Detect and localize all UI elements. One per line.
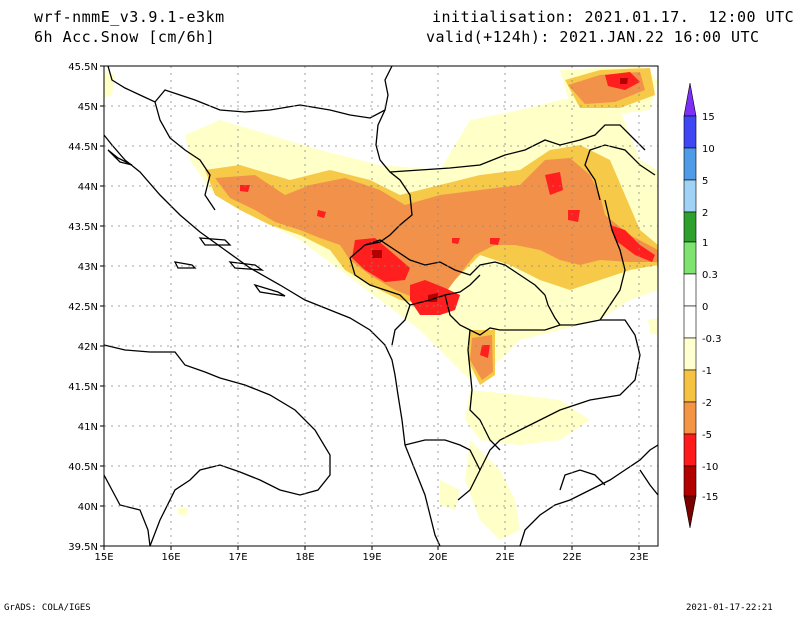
lon-labels: 15E 16E 17E 18E 19E 20E 21E 22E 23E [94, 552, 648, 563]
lon-tick-label: 18E [295, 552, 314, 563]
lon-tick-label: 23E [629, 552, 648, 563]
legend-level-label: 5 [702, 176, 708, 187]
lat-tick-label: 39.5N [68, 542, 98, 553]
lon-tick-label: 20E [428, 552, 447, 563]
legend-level-label: 0 [702, 302, 708, 313]
legend-level-label: 15 [702, 112, 715, 123]
legend-swatch [683, 305, 697, 339]
lat-tick-label: 45N [78, 102, 98, 113]
footer-credit: GrADS: COLA/IGES [4, 603, 91, 613]
legend-level-label: -0.3 [702, 334, 722, 345]
legend-swatch [683, 465, 697, 497]
legend-level-label: -1 [702, 366, 712, 377]
legend-swatch [683, 211, 697, 243]
lat-tick-label: 44N [78, 182, 98, 193]
legend-level-label: -15 [702, 492, 718, 503]
legend-level-label: -10 [702, 462, 718, 473]
legend-swatch [683, 401, 697, 435]
lat-tick-label: 41.5N [68, 382, 98, 393]
legend-swatch [683, 369, 697, 403]
legend-level-label: 2 [702, 208, 708, 219]
tick-marks [100, 65, 640, 550]
lon-tick-label: 16E [161, 552, 180, 563]
legend-level-label: -2 [702, 398, 712, 409]
lat-tick-label: 43N [78, 262, 98, 273]
lon-tick-label: 21E [495, 552, 514, 563]
legend-level-label: 1 [702, 238, 708, 249]
snow-light [104, 66, 658, 540]
snow-extreme [372, 78, 628, 302]
legend-level-label: 0.3 [702, 270, 718, 281]
legend-swatch [683, 179, 697, 213]
lat-tick-label: 44.5N [68, 142, 98, 153]
legend-swatch [683, 115, 697, 149]
init-time: initialisation: 2021.01.17. 12:00 UTC [432, 8, 795, 26]
lon-tick-label: 17E [228, 552, 247, 563]
legend-swatch [683, 241, 697, 275]
lat-tick-label: 45.5N [68, 62, 98, 73]
legend-swatch [683, 273, 697, 307]
lat-labels: 45.5N 45N 44.5N 44N 43.5N 43N 42.5N 42N … [68, 62, 98, 553]
valid-time: valid(+124h): 2021.JAN.22 16:00 UTC [426, 28, 760, 46]
lon-tick-label: 15E [94, 552, 113, 563]
legend-swatch [683, 337, 697, 371]
lat-tick-label: 41N [78, 422, 98, 433]
legend-level-label: 10 [702, 144, 715, 155]
lon-tick-label: 19E [362, 552, 381, 563]
model-title: wrf-nmmE_v3.9.1-e3km [34, 8, 225, 26]
legend-colorbar [683, 82, 697, 529]
legend-bottom-arrow [683, 495, 697, 529]
lat-tick-label: 43.5N [68, 222, 98, 233]
legend-level-label: -5 [702, 430, 712, 441]
legend-swatch [683, 433, 697, 467]
snow-field [104, 66, 658, 540]
lat-tick-label: 42N [78, 342, 98, 353]
legend-labels: 15 10 5 2 1 0.3 0 -0.3 -1 -2 -5 -10 -15 [702, 112, 722, 503]
lat-tick-label: 40N [78, 502, 98, 513]
lat-tick-label: 40.5N [68, 462, 98, 473]
legend-top-arrow [683, 82, 697, 117]
lon-tick-label: 22E [562, 552, 581, 563]
coastlines-borders [104, 66, 658, 546]
legend-swatch [683, 147, 697, 181]
lat-tick-label: 42.5N [68, 302, 98, 313]
field-title: 6h Acc.Snow [cm/6h] [34, 28, 216, 46]
footer-timestamp: 2021-01-17-22:21 [686, 603, 773, 613]
grid-lines [104, 66, 658, 546]
